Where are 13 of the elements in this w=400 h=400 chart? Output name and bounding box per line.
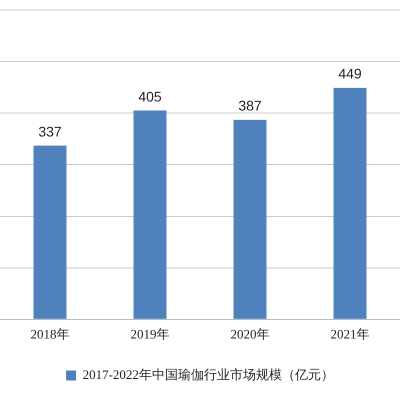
bar xyxy=(234,120,266,319)
data-label: 387 xyxy=(238,98,262,114)
x-tick-label: 2019年 xyxy=(130,326,170,342)
bar xyxy=(334,88,366,319)
x-tick-label: 2018年 xyxy=(30,326,70,342)
data-label: 337 xyxy=(38,123,62,140)
x-tick-label: 2020年 xyxy=(230,326,270,342)
bar xyxy=(134,110,166,319)
legend-label: 2017-2022年中国瑜伽行业市场规模（亿元） xyxy=(82,366,334,382)
bar xyxy=(34,146,66,319)
data-label: 405 xyxy=(138,88,162,104)
data-label: 449 xyxy=(338,66,362,82)
x-tick-label: 2021年 xyxy=(330,326,370,342)
